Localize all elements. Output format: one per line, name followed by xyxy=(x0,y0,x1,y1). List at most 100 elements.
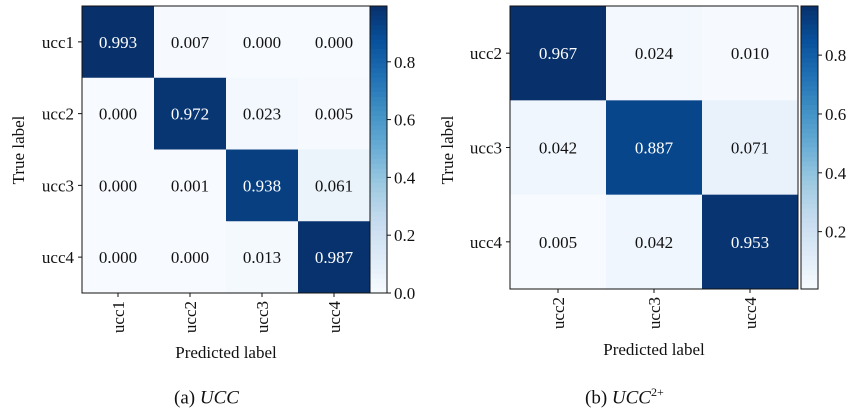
cell-value-label: 0.887 xyxy=(635,139,674,158)
colorbar-segment xyxy=(370,92,387,97)
cell-value-label: 0.987 xyxy=(315,248,354,267)
colorbar-segment xyxy=(801,25,818,30)
colorbar-segment xyxy=(801,237,818,242)
colorbar-segment xyxy=(370,16,387,21)
colorbar-segment xyxy=(370,106,387,111)
colorbar-segment xyxy=(801,20,818,25)
caption-tag: (a) xyxy=(174,387,195,408)
colorbar-segment xyxy=(370,11,387,16)
cell-value-label: 0.001 xyxy=(171,176,209,195)
colorbar-segment xyxy=(370,44,387,49)
colorbar-segment xyxy=(801,214,818,219)
colorbar-segment xyxy=(801,53,818,58)
colorbar-segment xyxy=(370,183,387,188)
cell-value-label: 0.071 xyxy=(731,139,769,158)
cell-value-label: 0.000 xyxy=(243,33,281,52)
cell-value-label: 0.993 xyxy=(99,33,137,52)
caption-a: (a) UCC xyxy=(174,385,239,409)
y-tick-label: ucc3 xyxy=(470,139,502,158)
caption-tag: (b) xyxy=(585,387,607,408)
colorbar-segment xyxy=(801,275,818,280)
colorbar-segment xyxy=(801,11,818,16)
confusion-matrix-a: 0.993 0.007 0.000 0.000 0.000 0.972 0.023 0.005… xyxy=(9,6,416,362)
colorbar-segment xyxy=(370,30,387,35)
colorbar-segment xyxy=(801,171,818,176)
colorbar-segment xyxy=(370,126,387,131)
colorbar-segment xyxy=(370,54,387,59)
colorbar-segment xyxy=(370,116,387,121)
colorbar-segment xyxy=(370,6,387,11)
colorbar-segment xyxy=(370,63,387,68)
y-tick-label: ucc3 xyxy=(42,176,74,195)
colorbar-segment xyxy=(801,96,818,101)
cell-value-label: 0.005 xyxy=(539,233,577,252)
cell-value-label: 0.042 xyxy=(539,139,577,158)
colorbar-segment xyxy=(370,226,387,231)
colorbar-segment xyxy=(370,231,387,236)
colorbar-segment xyxy=(801,228,818,233)
colorbar-segment xyxy=(801,72,818,77)
colorbar-segment xyxy=(370,207,387,212)
y-tick-label: ucc1 xyxy=(42,33,74,52)
colorbar-segment xyxy=(801,148,818,153)
cell-value-label: 0.000 xyxy=(171,248,209,267)
colorbar-segment xyxy=(370,111,387,116)
caption-sup: 2+ xyxy=(651,385,664,399)
colorbar-segment xyxy=(370,193,387,198)
colorbar-segment xyxy=(370,97,387,102)
x-tick-label: ucc4 xyxy=(325,301,344,334)
colorbar-segment xyxy=(370,154,387,159)
x-tick-label: ucc3 xyxy=(253,301,272,333)
colorbar-segment xyxy=(370,130,387,135)
cell-value-label: 0.061 xyxy=(315,176,353,195)
x-tick-label: ucc3 xyxy=(645,297,664,329)
cell-value-label: 0.042 xyxy=(635,233,673,252)
y-tick-label: ucc4 xyxy=(42,248,75,267)
colorbar-segment xyxy=(801,138,818,143)
colorbar-segment xyxy=(801,261,818,266)
colorbar-segment xyxy=(801,44,818,49)
cell-value-label: 0.007 xyxy=(171,33,210,52)
colorbar-segment xyxy=(801,242,818,247)
colorbar: 0.2 0.4 0.6 0.8 xyxy=(801,6,847,290)
colorbar-segment xyxy=(370,245,387,250)
colorbar-tick-label: 0.8 xyxy=(394,53,415,72)
cell-value-label: 0.953 xyxy=(731,233,769,252)
colorbar-segment xyxy=(801,114,818,119)
colorbar-segment xyxy=(370,73,387,78)
colorbar-tick-label: 0.6 xyxy=(825,105,846,124)
y-tick-label: ucc2 xyxy=(470,44,502,63)
colorbar-tick-label: 0.2 xyxy=(394,226,415,245)
colorbar-segment xyxy=(370,255,387,260)
caption-name: UCC xyxy=(612,387,651,408)
colorbar-segment xyxy=(801,280,818,285)
x-tick-label: ucc1 xyxy=(109,301,128,333)
colorbar-tick-label: 0.4 xyxy=(394,168,416,187)
colorbar-segment xyxy=(801,176,818,181)
colorbar-tick-label: 0.6 xyxy=(394,111,415,130)
colorbar-segment xyxy=(370,68,387,73)
cell-value-label: 0.938 xyxy=(243,176,281,195)
colorbar-segment xyxy=(801,100,818,105)
cell-value-label: 0.013 xyxy=(243,248,281,267)
cell-value-label: 0.010 xyxy=(731,44,769,63)
x-axis-label: Predicted label xyxy=(603,340,705,359)
cell-value-label: 0.000 xyxy=(99,176,137,195)
colorbar-segment xyxy=(370,202,387,207)
colorbar-segment xyxy=(370,78,387,83)
caption-name: UCC xyxy=(200,387,239,408)
colorbar-segment xyxy=(370,240,387,245)
x-tick-label: ucc2 xyxy=(549,297,568,329)
colorbar-segment xyxy=(801,129,818,134)
colorbar-segment xyxy=(801,6,818,11)
colorbar-segment xyxy=(801,133,818,138)
colorbar-segment xyxy=(801,199,818,204)
colorbar-tick-label: 0.0 xyxy=(394,284,415,303)
colorbar-segment xyxy=(801,185,818,190)
caption-b: (b) UCC2+ xyxy=(585,385,664,409)
colorbar-segment xyxy=(801,251,818,256)
colorbar-segment xyxy=(370,260,387,265)
colorbar-tick-label: 0.4 xyxy=(825,164,847,183)
y-axis-label: True label xyxy=(438,115,457,184)
colorbar-segment xyxy=(370,159,387,164)
